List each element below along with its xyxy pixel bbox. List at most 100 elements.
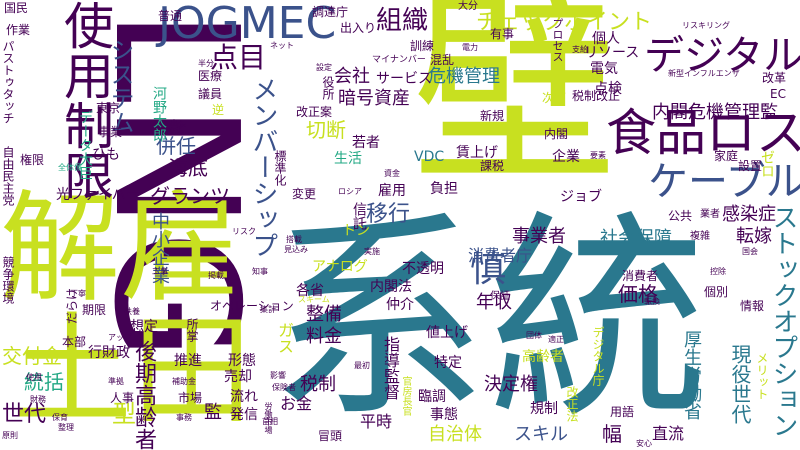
word-kobetsu: 個別 — [704, 285, 729, 299]
word-jinji: 人事 — [110, 391, 135, 405]
word-koujo: 控除 — [710, 267, 726, 276]
word-keisai: 掲載 — [208, 271, 224, 280]
word-rinchou: 臨調 — [418, 389, 446, 405]
word-wakamono: 若者 — [352, 135, 380, 151]
word-kaiko: 解雇 — [0, 180, 240, 319]
word-heinin: 併任 — [156, 134, 196, 158]
word-digital: デジタル — [644, 33, 800, 79]
word-setsudan: 切断 — [306, 118, 346, 142]
word-shintaku: 信託 — [351, 202, 367, 230]
word-choutatsuchou: 調達庁 — [312, 5, 349, 19]
word-nenshuu: 年収 — [476, 292, 512, 313]
word-shijou: 市場 — [178, 391, 203, 405]
word-tenkan: 転換 — [644, 297, 660, 306]
word-soutei: 想定 — [130, 319, 158, 335]
word-yakusho: 役所 — [321, 76, 335, 100]
word-koukyou: 公共 — [668, 209, 693, 223]
word-kouki-koureisha: 後期高齢者 — [131, 340, 156, 450]
word-tousai: 搭載 — [286, 235, 302, 244]
word-kisei: 規制 — [530, 401, 558, 417]
word-koushou: 交渉 — [168, 127, 184, 136]
word-nagare: 流れ — [230, 389, 258, 405]
word-gas: ガス — [275, 322, 294, 354]
word-futoumei: 不透明 — [402, 261, 444, 277]
word-ketteiken: 決定権 — [484, 374, 538, 395]
word-checkpoint: チェックポイント — [476, 10, 653, 35]
word-russia: ロシア — [338, 187, 362, 196]
word-kabe: 壁 — [412, 0, 617, 211]
word-grants: グランツ — [150, 184, 230, 208]
word-yuuji: 有事 — [490, 27, 515, 41]
word-stockoption: ストックオプション — [768, 204, 798, 438]
word-neage: 値上げ — [426, 325, 468, 341]
word-sagyou: 作業 — [6, 23, 31, 37]
word-shoshou: 所掌 — [185, 318, 199, 342]
word-operation: オペレーション — [210, 299, 294, 313]
word-ryoukin: 料金 — [306, 326, 342, 347]
word-jiyuuminshutou: 自由民主党 — [1, 146, 15, 206]
word-chinage: 賃上げ — [456, 145, 498, 161]
word-soshiki: 組織 — [376, 6, 429, 36]
word-kan: 監 — [204, 402, 222, 423]
word-toukatsu: 統括 — [24, 370, 64, 394]
word-reskilling: リスキリング — [682, 21, 730, 30]
word-settei: 設定 — [316, 63, 332, 72]
word-shuukei: 集計 — [260, 305, 276, 314]
word-process: プロセス — [551, 18, 564, 62]
word-zentaizou: 全体像 — [58, 163, 82, 172]
word-iryou: 医療 — [198, 69, 223, 83]
word-system: システム — [106, 38, 134, 134]
word-shushou: 首相 — [262, 417, 278, 426]
word-kikikanri: 危機管理 — [428, 66, 500, 87]
word-angoushisan: 暗号資産 — [338, 88, 410, 109]
word-zeiseikaisei: 税制改正 — [572, 89, 621, 103]
word-baikyaku: 売却 — [224, 369, 252, 385]
word-service: サービス — [376, 71, 432, 87]
word-tokutei: 特定 — [434, 355, 462, 371]
word-jitai: 事態 — [430, 407, 458, 423]
word-shingata-influenza: 新型インフルエンザ — [668, 69, 740, 78]
word-eikyou: 影響 — [270, 371, 286, 380]
word-chokuryuu: 直流 — [652, 424, 685, 443]
word-fuyou: 扶養 — [124, 307, 140, 316]
word-ooita: 大分 — [458, 1, 478, 12]
word-hokensha: 保険者 — [272, 383, 296, 392]
word-tenme: 点目 — [210, 41, 267, 74]
word-deiri: 出入り — [340, 21, 377, 35]
word-hikari-fiber: 光ファイバー — [56, 187, 140, 203]
word-anshin: 安心 — [636, 439, 652, 448]
word-jogmec: JOGMEC — [158, 0, 337, 49]
word-up: アップ — [108, 333, 132, 342]
word-kakaku: 価格 — [618, 282, 658, 306]
word-tekisei: 適正 — [548, 335, 564, 344]
word-henkou: 変更 — [292, 187, 317, 201]
word-risk: リスク — [232, 227, 256, 236]
word-net: ネット — [270, 41, 294, 50]
word-hojokin: 補助金 — [172, 377, 196, 386]
word-tsuchida: 土田 — [12, 302, 252, 441]
word-kengen: 権限 — [20, 153, 45, 167]
word-tenken: 点検 — [594, 81, 622, 97]
word-hyoujunka: 標準化 — [273, 150, 287, 186]
word-digitalchou: デジタル庁 — [591, 326, 605, 386]
word-gyouzaisei: 行財政 — [88, 345, 130, 361]
word-dantai: 団体 — [526, 331, 542, 340]
word-kaiseihou: 改正法 — [565, 386, 579, 422]
word-hoiku: 保育 — [52, 413, 68, 422]
word-hanbun: 半分 — [198, 59, 214, 68]
word-shouhishachou: 消費者庁 — [468, 246, 533, 265]
word-shikin: 資金 — [384, 169, 400, 178]
word-tsutsushimu: 慎 — [470, 249, 507, 290]
word-kouji: 工事 — [152, 267, 168, 276]
word-gyaku: 逆 — [212, 103, 225, 117]
word-jisshi: 実施 — [364, 247, 380, 256]
word-toukyou: 東京 — [96, 101, 121, 115]
word-mynumber: マイナンバー — [372, 55, 426, 65]
word-koufukin: 交付金 — [2, 344, 62, 368]
word-kaitei: 海底 — [168, 156, 208, 180]
word-saisho: 最初 — [354, 361, 370, 370]
word-shinki: 新規 — [480, 109, 505, 123]
word-fukuzatsu: 複雑 — [690, 231, 710, 242]
word-kaisha: 会社 — [334, 66, 370, 87]
word-kigen: 期限 — [82, 303, 107, 317]
